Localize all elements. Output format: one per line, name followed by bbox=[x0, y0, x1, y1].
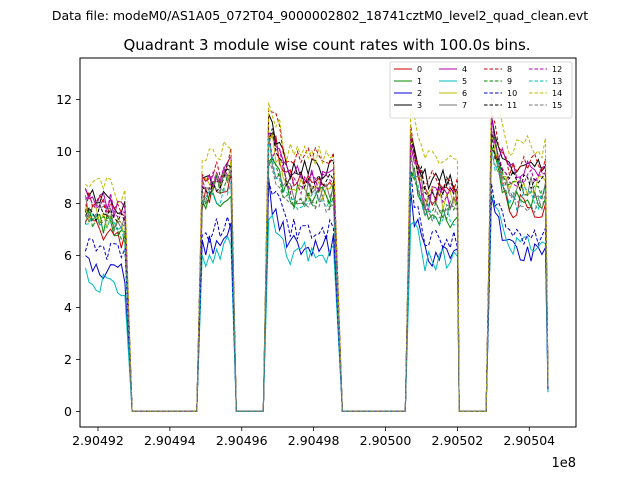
x-tick-label: 2.90496 bbox=[216, 433, 268, 448]
x-tick-label: 2.90492 bbox=[72, 433, 124, 448]
legend-label-11: 11 bbox=[507, 101, 517, 110]
legend-label-13: 13 bbox=[552, 77, 562, 86]
legend-label-4: 4 bbox=[462, 65, 467, 74]
x-tick-label: 2.90502 bbox=[432, 433, 484, 448]
legend-label-2: 2 bbox=[417, 89, 422, 98]
y-tick-label: 4 bbox=[64, 300, 72, 315]
y-tick-label: 12 bbox=[56, 92, 72, 107]
legend-label-9: 9 bbox=[507, 77, 512, 86]
x-tick-label: 2.90494 bbox=[144, 433, 196, 448]
chart-title: Quadrant 3 module wise count rates with … bbox=[123, 36, 530, 54]
legend-label-1: 1 bbox=[417, 77, 422, 86]
legend-label-8: 8 bbox=[507, 65, 512, 74]
series-line-15 bbox=[84, 152, 549, 412]
y-tick-label: 8 bbox=[64, 196, 72, 211]
legend-label-14: 14 bbox=[552, 89, 562, 98]
series-line-14 bbox=[85, 95, 549, 412]
y-tick-label: 10 bbox=[56, 144, 72, 159]
x-tick-label: 2.90500 bbox=[360, 433, 412, 448]
x-axis: 2.90492 2.90494 2.90496 2.90498 2.90500 2.905… bbox=[72, 427, 555, 448]
y-tick-label: 6 bbox=[64, 248, 72, 263]
legend-box bbox=[389, 61, 573, 119]
series-layer bbox=[84, 95, 549, 412]
suptitle: Data file: modeM0/AS1A05_072T04_90000028… bbox=[52, 8, 588, 23]
y-tick-label: 0 bbox=[64, 404, 72, 419]
x-offset-label: 1e8 bbox=[551, 456, 576, 471]
legend-label-3: 3 bbox=[417, 101, 422, 110]
legend-label-10: 10 bbox=[507, 89, 517, 98]
legend-label-6: 6 bbox=[462, 89, 467, 98]
x-tick-label: 2.90504 bbox=[503, 433, 555, 448]
x-tick-label: 2.90498 bbox=[288, 433, 340, 448]
legend-label-12: 12 bbox=[552, 65, 562, 74]
legend-label-5: 5 bbox=[462, 77, 467, 86]
y-tick-label: 2 bbox=[64, 352, 72, 367]
legend-label-7: 7 bbox=[462, 101, 467, 110]
legend-label-0: 0 bbox=[417, 65, 422, 74]
legend-label-15: 15 bbox=[552, 101, 562, 110]
plot-frame bbox=[79, 57, 577, 428]
y-axis: 0 2 4 6 8 10 12 bbox=[56, 92, 80, 419]
